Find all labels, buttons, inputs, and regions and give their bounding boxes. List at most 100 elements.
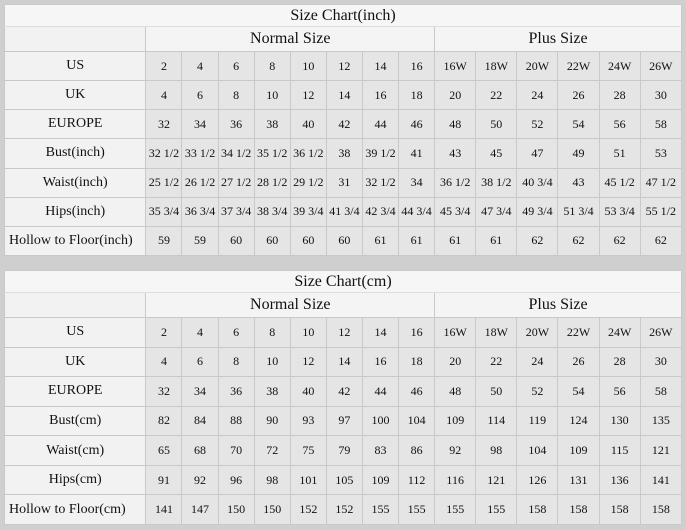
size-value-cell: 60 bbox=[253, 225, 291, 257]
size-value-cell: 114 bbox=[475, 405, 518, 437]
size-value-cell: 62 bbox=[598, 225, 641, 257]
size-value-cell: 124 bbox=[557, 405, 600, 437]
size-value-cell: 150 bbox=[253, 494, 291, 525]
size-value-cell: 6 bbox=[217, 317, 255, 348]
size-value-cell: 30 bbox=[639, 80, 683, 111]
table-row: Bust(cm) 82 84 88 90 93 97 100 104 109 114 119 124 13… bbox=[3, 405, 683, 437]
size-value-cell: 34 bbox=[181, 376, 219, 407]
table-row: US 2 4 6 8 10 12 14 16 16W 18W 20W 22W 24W 26W bbox=[3, 317, 683, 348]
size-value-cell: 61 bbox=[361, 225, 400, 257]
size-value-cell: 53 bbox=[639, 138, 683, 169]
table-row: Hollow to Floor(cm) 141 147 150 150 152 152 155… bbox=[3, 494, 683, 525]
size-value-cell: 34 bbox=[181, 109, 219, 140]
row-label: EUROPE bbox=[3, 376, 147, 407]
size-value-cell: 60 bbox=[217, 225, 255, 257]
table-row: Hips(cm) 91 92 96 98 101 105 109 112 116 121 126 131… bbox=[3, 464, 683, 496]
size-value-cell: 53 3/4 bbox=[598, 196, 641, 227]
size-value-cell: 32 1/2 bbox=[145, 138, 183, 169]
size-value-cell: 26W bbox=[639, 50, 683, 82]
size-value-cell: 33 1/2 bbox=[181, 138, 219, 169]
size-value-cell: 25 1/2 bbox=[145, 167, 183, 198]
size-value-cell: 68 bbox=[181, 435, 219, 466]
size-value-cell: 6 bbox=[217, 50, 255, 82]
size-value-cell: 59 bbox=[145, 225, 183, 257]
size-value-cell: 42 bbox=[325, 376, 363, 407]
size-value-cell: 50 bbox=[475, 109, 518, 140]
size-value-cell: 24 bbox=[516, 346, 559, 378]
size-value-cell: 20 bbox=[434, 346, 477, 378]
table-row: Waist(inch) 25 1/2 26 1/2 27 1/2 28 1/2 29 1/… bbox=[3, 167, 683, 198]
size-value-cell: 58 bbox=[639, 376, 683, 407]
size-value-cell: 55 1/2 bbox=[639, 196, 683, 227]
size-value-cell: 34 1/2 bbox=[217, 138, 255, 169]
size-value-cell: 26 bbox=[557, 80, 600, 111]
size-value-cell: 10 bbox=[289, 50, 327, 82]
size-value-cell: 8 bbox=[253, 50, 291, 82]
size-value-cell: 150 bbox=[217, 494, 255, 525]
table-row: Hollow to Floor(inch) 59 59 60 60 60 60 61 61 61 6… bbox=[3, 225, 683, 257]
size-value-cell: 109 bbox=[434, 405, 477, 437]
size-value-cell: 45 3/4 bbox=[434, 196, 477, 227]
size-value-cell: 16 bbox=[361, 80, 400, 111]
size-value-cell: 36 1/2 bbox=[434, 167, 477, 198]
row-label: Hips(cm) bbox=[3, 464, 147, 496]
size-value-cell: 52 bbox=[516, 376, 559, 407]
normal-size-header: Normal Size bbox=[145, 26, 436, 52]
size-value-cell: 38 bbox=[253, 376, 291, 407]
size-value-cell: 121 bbox=[475, 464, 518, 496]
size-value-cell: 104 bbox=[516, 435, 559, 466]
size-value-cell: 36 bbox=[217, 376, 255, 407]
size-value-cell: 24W bbox=[598, 50, 641, 82]
size-value-cell: 47 1/2 bbox=[639, 167, 683, 198]
size-value-cell: 20W bbox=[516, 50, 559, 82]
table-row: US 2 4 6 8 10 12 14 16 16W 18W 20W 22W 24W 26W bbox=[3, 50, 683, 82]
size-value-cell: 35 3/4 bbox=[145, 196, 183, 227]
size-value-cell: 93 bbox=[289, 405, 327, 437]
size-value-cell: 158 bbox=[639, 494, 683, 525]
size-value-cell: 20W bbox=[516, 317, 559, 348]
size-value-cell: 8 bbox=[253, 317, 291, 348]
size-value-cell: 141 bbox=[639, 464, 683, 496]
size-value-cell: 49 3/4 bbox=[516, 196, 559, 227]
size-value-cell: 16W bbox=[434, 50, 477, 82]
size-value-cell: 86 bbox=[398, 435, 436, 466]
size-value-cell: 22W bbox=[557, 50, 600, 82]
size-value-cell: 88 bbox=[217, 405, 255, 437]
size-value-cell: 12 bbox=[289, 346, 327, 378]
size-value-cell: 10 bbox=[289, 317, 327, 348]
size-value-cell: 82 bbox=[145, 405, 183, 437]
size-value-cell: 26 bbox=[557, 346, 600, 378]
row-label: Hollow to Floor(cm) bbox=[3, 494, 147, 525]
size-value-cell: 152 bbox=[289, 494, 327, 525]
normal-size-header: Normal Size bbox=[145, 292, 436, 318]
row-label: US bbox=[3, 317, 147, 348]
size-value-cell: 131 bbox=[557, 464, 600, 496]
size-table: Size Chart(cm) Normal Size Plus Size US 2 4 6 8… bbox=[3, 270, 683, 525]
size-value-cell: 61 bbox=[475, 225, 518, 257]
size-value-cell: 54 bbox=[557, 109, 600, 140]
size-value-cell: 35 1/2 bbox=[253, 138, 291, 169]
size-value-cell: 6 bbox=[181, 346, 219, 378]
size-value-cell: 92 bbox=[434, 435, 477, 466]
size-chart-cm: Size Chart(cm) Normal Size Plus Size US 2 4 6 8… bbox=[3, 270, 683, 525]
size-value-cell: 4 bbox=[145, 346, 183, 378]
size-value-cell: 61 bbox=[398, 225, 436, 257]
row-label: UK bbox=[3, 346, 147, 378]
size-value-cell: 62 bbox=[516, 225, 559, 257]
size-value-cell: 136 bbox=[598, 464, 641, 496]
table-row: EUROPE 32 34 36 38 40 42 44 46 48 50 52 54 56 58 bbox=[3, 109, 683, 140]
size-value-cell: 90 bbox=[253, 405, 291, 437]
row-label: Waist(cm) bbox=[3, 435, 147, 466]
size-value-cell: 51 bbox=[598, 138, 641, 169]
size-value-cell: 14 bbox=[361, 50, 400, 82]
size-value-cell: 83 bbox=[361, 435, 400, 466]
size-value-cell: 10 bbox=[253, 80, 291, 111]
size-value-cell: 27 1/2 bbox=[217, 167, 255, 198]
size-value-cell: 48 bbox=[434, 376, 477, 407]
size-value-cell: 155 bbox=[398, 494, 436, 525]
size-value-cell: 37 3/4 bbox=[217, 196, 255, 227]
size-value-cell: 126 bbox=[516, 464, 559, 496]
size-value-cell: 31 bbox=[325, 167, 363, 198]
size-value-cell: 115 bbox=[598, 435, 641, 466]
size-value-cell: 51 3/4 bbox=[557, 196, 600, 227]
